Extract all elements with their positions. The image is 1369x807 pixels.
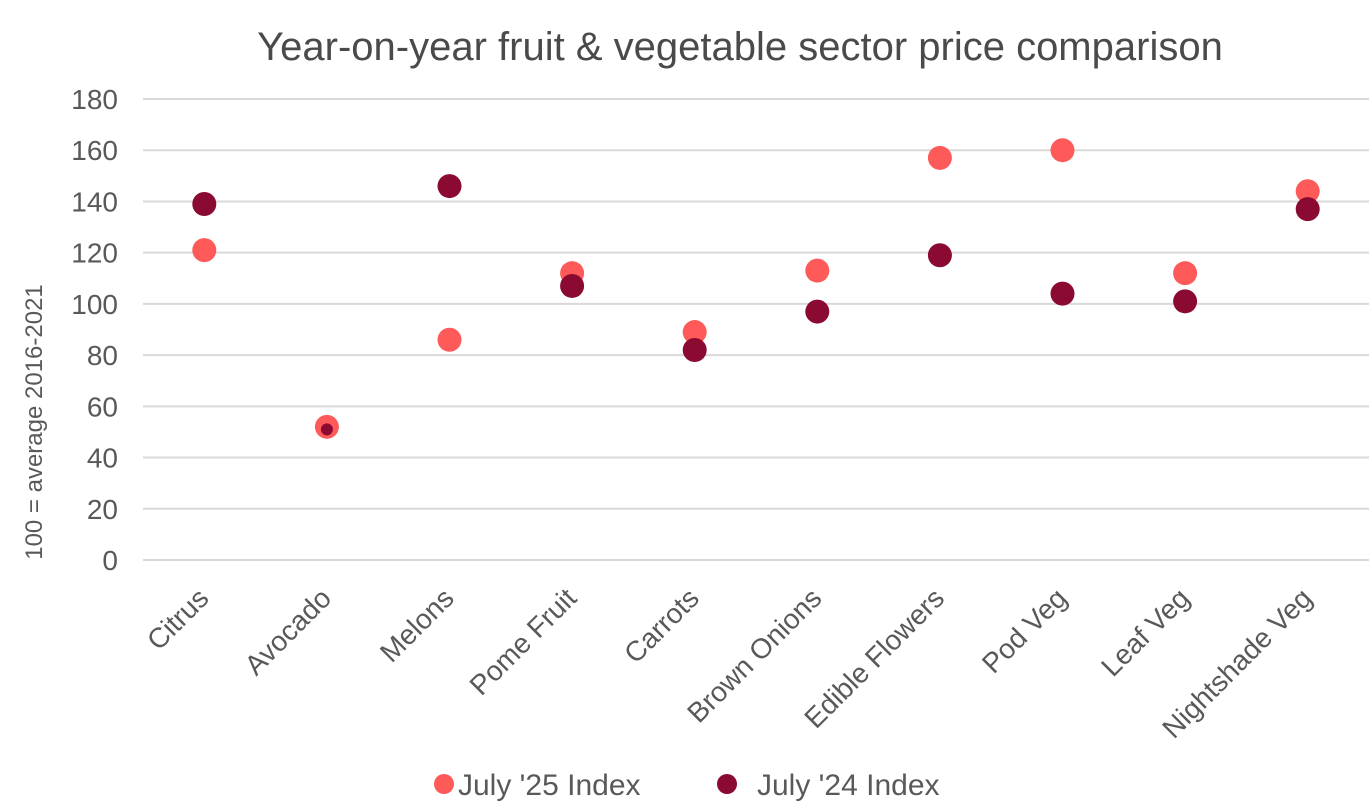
- data-point: [927, 145, 952, 170]
- gridlines: [143, 98, 1369, 561]
- legend: July '25 Index July '24 Index: [434, 769, 940, 802]
- y-axis-ticks: 0 20 40 60 80 100 120 140 160 180: [71, 84, 118, 576]
- y-tick-label: 20: [87, 494, 118, 525]
- x-category-label: Leaf Veg: [1095, 582, 1195, 682]
- x-category-label: Avocado: [239, 582, 338, 681]
- legend-marker: [717, 774, 737, 794]
- data-point: [1173, 289, 1198, 314]
- y-axis-title: 100 = average 2016-2021: [21, 284, 48, 560]
- data-point: [1050, 281, 1075, 306]
- x-category-label: Citrus: [141, 582, 215, 656]
- data-point: [437, 327, 462, 352]
- data-point: [437, 174, 462, 199]
- legend-label: July '25 Index: [458, 769, 641, 802]
- legend-marker: [434, 774, 454, 794]
- y-tick-label: 40: [87, 443, 118, 474]
- legend-label: July '24 Index: [757, 769, 940, 802]
- x-category-label: Pome Fruit: [464, 582, 583, 701]
- data-points: [192, 138, 1320, 439]
- data-point: [927, 243, 952, 268]
- y-tick-label: 60: [87, 391, 118, 422]
- data-point: [1295, 197, 1320, 222]
- y-tick-label: 120: [71, 238, 118, 269]
- data-point: [320, 423, 333, 436]
- x-axis-categories: Citrus Avocado Melons Pome Fruit CarrotsBrow…: [141, 582, 1318, 744]
- data-point: [1295, 179, 1320, 204]
- data-point: [805, 299, 830, 324]
- y-tick-label: 0: [102, 545, 118, 576]
- chart-title: Year-on-year fruit & vegetable sector pr…: [257, 25, 1223, 69]
- x-category-label: Melons: [374, 582, 460, 668]
- data-point: [805, 258, 830, 283]
- data-point: [682, 320, 707, 345]
- data-point: [682, 337, 707, 362]
- y-tick-label: 100: [71, 289, 118, 320]
- data-point: [192, 192, 217, 217]
- x-category-label: Carrots: [618, 582, 705, 669]
- x-category-label: Pod Veg: [976, 582, 1073, 679]
- data-point: [1050, 138, 1075, 163]
- data-point: [192, 238, 217, 263]
- y-tick-label: 140: [71, 186, 118, 217]
- y-tick-label: 80: [87, 340, 118, 371]
- data-point: [1173, 261, 1198, 286]
- data-point: [560, 273, 585, 298]
- y-tick-label: 180: [71, 84, 118, 115]
- y-tick-label: 160: [71, 135, 118, 166]
